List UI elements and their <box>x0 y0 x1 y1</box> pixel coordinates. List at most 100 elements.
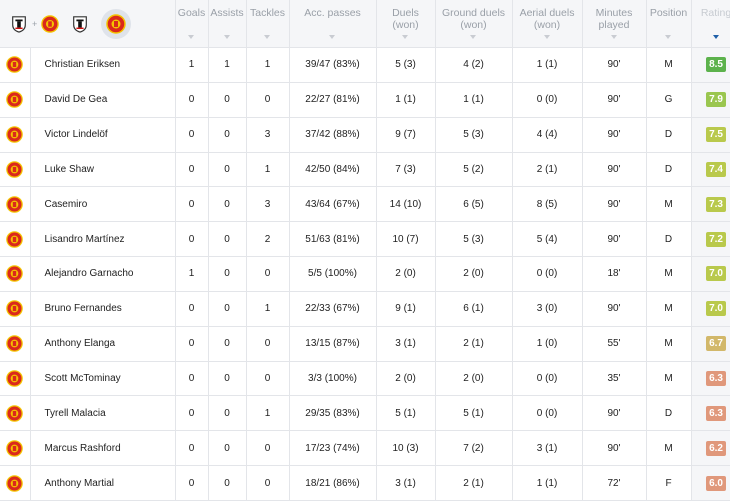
stat-duels: 2 (0) <box>376 256 436 292</box>
stat-tackles: 3 <box>246 186 290 223</box>
stat-duels: 9 (1) <box>376 291 436 327</box>
player-name[interactable]: Anthony Elanga <box>30 326 176 362</box>
stat-aerial: 4 (4) <box>512 117 583 153</box>
col-tackles[interactable]: Tackles <box>246 0 290 48</box>
stat-aerial: 2 (1) <box>512 152 583 188</box>
stat-aerial: 0 (0) <box>512 82 583 118</box>
man-united-crest-icon[interactable] <box>41 14 60 33</box>
stat-duels: 3 (1) <box>376 326 436 362</box>
stat-tackles: 1 <box>246 152 290 188</box>
table-row[interactable]: Lisandro Martínez 0 0 2 51/63 (81%) 10 (7) 5 (… <box>0 221 730 258</box>
stat-acc-passes: 22/33 (67%) <box>289 291 377 327</box>
col-aerial-duels[interactable]: Aerial duels (won) <box>512 0 583 48</box>
player-name[interactable]: Lisandro Martínez <box>30 221 176 258</box>
man-united-crest-icon <box>6 439 24 457</box>
man-united-crest-icon <box>6 126 24 143</box>
stat-acc-passes: 37/42 (88%) <box>289 117 377 153</box>
col-assists[interactable]: Assists <box>208 0 247 48</box>
player-name[interactable]: Victor Lindelöf <box>30 117 176 153</box>
player-name[interactable]: Bruno Fernandes <box>30 291 176 327</box>
col-acc-passes[interactable]: Acc. passes <box>289 0 377 48</box>
stat-aerial: 3 (0) <box>512 291 583 327</box>
table-row[interactable]: Alejandro Garnacho 1 0 0 5/5 (100%) 2 (0) 2 (0… <box>0 256 730 292</box>
stat-minutes: 90' <box>582 152 647 188</box>
stat-tackles: 0 <box>246 465 290 501</box>
stat-position: M <box>646 326 692 362</box>
stat-acc-passes: 42/50 (84%) <box>289 152 377 188</box>
col-rating[interactable]: Rating <box>691 0 730 48</box>
table-row[interactable]: Anthony Martial 0 0 0 18/21 (86%) 3 (1) 2 (1) 1… <box>0 465 730 501</box>
col-duels[interactable]: Duels (won) <box>376 0 436 48</box>
table-row[interactable]: Victor Lindelöf 0 0 3 37/42 (88%) 9 (7) 5 (3) 4… <box>0 117 730 153</box>
table-row[interactable]: Christian Eriksen 1 1 1 39/47 (83%) 5 (3) 4 (2… <box>0 47 730 83</box>
stat-minutes: 90' <box>582 395 647 432</box>
stat-minutes: 90' <box>582 291 647 327</box>
stat-acc-passes: 39/47 (83%) <box>289 47 377 83</box>
stat-aerial: 0 (0) <box>512 361 583 397</box>
stat-acc-passes: 51/63 (81%) <box>289 221 377 258</box>
rating-cell: 8.5 <box>691 47 730 83</box>
team-crest-cell <box>0 430 31 467</box>
sort-arrow-icon <box>188 35 195 39</box>
stat-aerial: 8 (5) <box>512 186 583 223</box>
col-minutes-played[interactable]: Minutes played <box>582 0 647 48</box>
player-name[interactable]: David De Gea <box>30 82 176 118</box>
rating-cell: 7.0 <box>691 291 730 327</box>
table-row[interactable]: Casemiro 0 0 3 43/64 (67%) 14 (10) 6 (5) 8 (5) 9… <box>0 186 730 223</box>
fulham-crest-icon[interactable] <box>10 15 28 33</box>
stat-assists: 0 <box>208 291 247 327</box>
team-crest-cell <box>0 465 31 501</box>
sort-arrow-icon <box>543 35 550 39</box>
stat-duels: 9 (7) <box>376 117 436 153</box>
stat-assists: 0 <box>208 152 247 188</box>
stat-minutes: 90' <box>582 82 647 118</box>
table-row[interactable]: Marcus Rashford 0 0 0 17/23 (74%) 10 (3) 7 (2)… <box>0 430 730 467</box>
stat-minutes: 90' <box>582 47 647 83</box>
stat-tackles: 0 <box>246 326 290 362</box>
player-name[interactable]: Anthony Martial <box>30 465 176 501</box>
player-name[interactable]: Christian Eriksen <box>30 47 176 83</box>
player-name[interactable]: Alejandro Garnacho <box>30 256 176 292</box>
table-row[interactable]: Scott McTominay 0 0 0 3/3 (100%) 2 (0) 2 (0) 0 … <box>0 361 730 397</box>
stat-position: M <box>646 47 692 83</box>
stat-duels: 14 (10) <box>376 186 436 223</box>
stat-duels: 5 (1) <box>376 395 436 432</box>
stat-minutes: 90' <box>582 221 647 258</box>
rating-badge: 7.9 <box>706 92 727 108</box>
stat-assists: 1 <box>208 47 247 83</box>
sort-arrow-icon <box>470 35 477 39</box>
stat-tackles: 0 <box>246 256 290 292</box>
col-ground-duels[interactable]: Ground duels (won) <box>435 0 513 48</box>
man-united-crest-icon <box>6 370 24 387</box>
table-row[interactable]: Anthony Elanga 0 0 0 13/15 (87%) 3 (1) 2 (1) 1 … <box>0 326 730 362</box>
player-name[interactable]: Tyrell Malacia <box>30 395 176 432</box>
stat-goals: 0 <box>175 430 209 467</box>
man-united-selected-tab[interactable] <box>101 8 132 39</box>
col-goals[interactable]: Goals <box>175 0 209 48</box>
player-name[interactable]: Casemiro <box>30 186 176 223</box>
table-row[interactable]: Bruno Fernandes 0 0 1 22/33 (67%) 9 (1) 6 (1) 3… <box>0 291 730 327</box>
player-name[interactable]: Scott McTominay <box>30 361 176 397</box>
stat-ground: 7 (2) <box>435 430 513 467</box>
man-united-crest-icon <box>6 405 24 422</box>
stat-tackles: 3 <box>246 117 290 153</box>
stat-position: F <box>646 465 692 501</box>
fulham-crest-icon[interactable] <box>71 15 89 33</box>
man-united-crest-icon <box>6 474 24 492</box>
player-name[interactable]: Marcus Rashford <box>30 430 176 467</box>
sort-arrow-icon <box>264 35 271 39</box>
rating-cell: 7.2 <box>691 221 730 258</box>
stat-minutes: 90' <box>582 430 647 467</box>
table-row[interactable]: Luke Shaw 0 0 1 42/50 (84%) 7 (3) 5 (2) 2 (1) 90… <box>0 152 730 188</box>
stat-assists: 0 <box>208 326 247 362</box>
stat-goals: 0 <box>175 326 209 362</box>
rating-cell: 7.3 <box>691 186 730 223</box>
stat-tackles: 0 <box>246 361 290 397</box>
table-row[interactable]: Tyrell Malacia 0 0 1 29/35 (83%) 5 (1) 5 (1) 0 … <box>0 395 730 432</box>
player-name[interactable]: Luke Shaw <box>30 152 176 188</box>
table-row[interactable]: David De Gea 0 0 0 22/27 (81%) 1 (1) 1 (1) 0 (0… <box>0 82 730 118</box>
col-position[interactable]: Position <box>646 0 692 48</box>
team-crest-cell <box>0 82 31 118</box>
